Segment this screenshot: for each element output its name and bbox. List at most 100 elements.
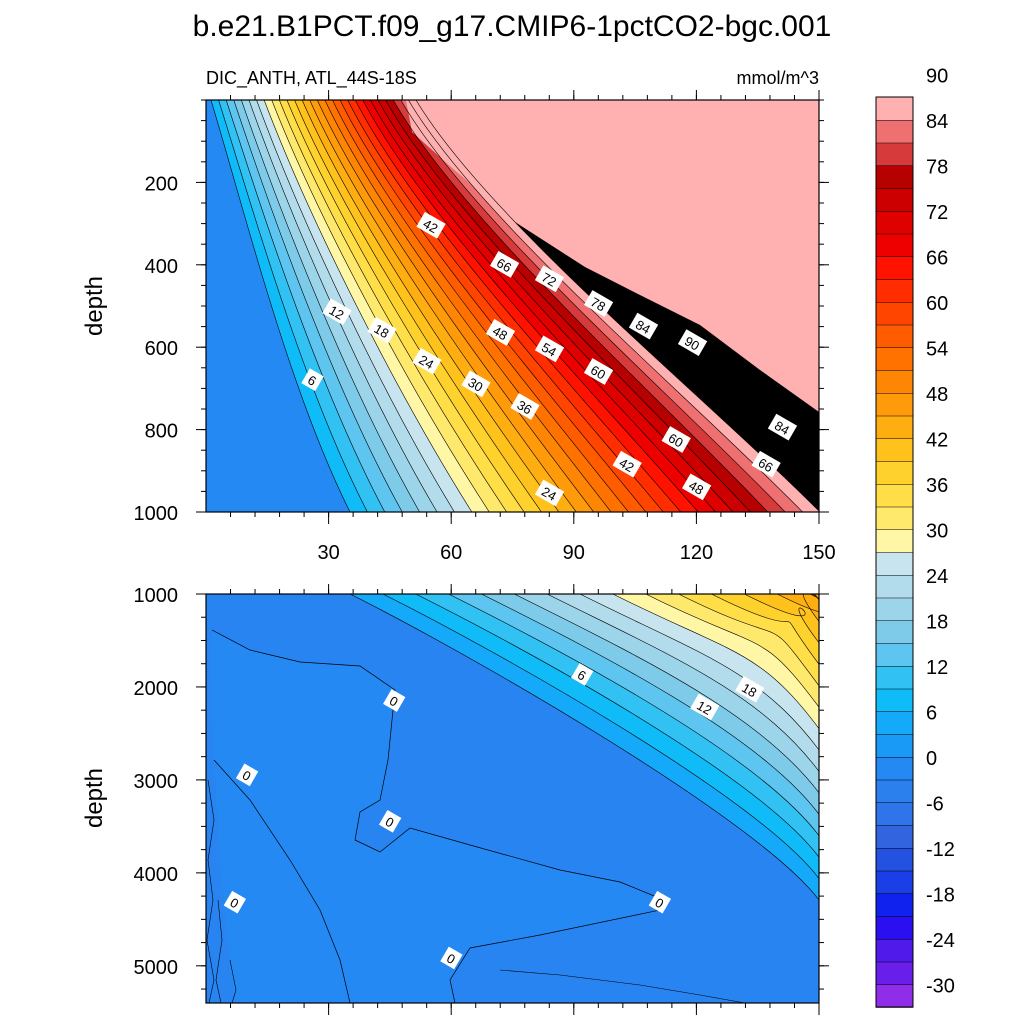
upper-contour-label-2: 18 bbox=[367, 316, 397, 344]
colorbar-swatch-18 bbox=[875, 574, 914, 599]
lower-contour-12 bbox=[448, 594, 819, 836]
lower-band-45 bbox=[810, 594, 819, 600]
colorbar-swatch-2 bbox=[875, 938, 914, 963]
lower-contour-label-8: 18 bbox=[735, 675, 765, 703]
colorbar-swatch-26 bbox=[875, 392, 914, 417]
upper-contour-label-19: 84 bbox=[767, 413, 798, 441]
colorbar-label-2: -18 bbox=[926, 884, 955, 906]
upper-contour-label-bg-0 bbox=[301, 368, 324, 392]
upper-contour-label-text-18: 66 bbox=[756, 455, 776, 475]
colorbar-swatch-35 bbox=[875, 187, 914, 212]
upper-contour-label-bg-20 bbox=[534, 479, 565, 507]
upper-contour-30 bbox=[271, 100, 490, 512]
lower-ytick-label-4: 5000 bbox=[134, 957, 179, 979]
lower-contour-label-text-8: 18 bbox=[739, 680, 759, 700]
colorbar-label-9: 24 bbox=[926, 566, 948, 588]
colorbar-swatch-39 bbox=[875, 96, 914, 121]
colorbar-label-20: 90 bbox=[926, 65, 948, 87]
lower-contour-24 bbox=[579, 594, 819, 751]
upper-contour-72 bbox=[377, 100, 734, 512]
upper-contour-label-text-4: 30 bbox=[465, 375, 485, 395]
lower-contour-label-3: 0 bbox=[223, 890, 247, 914]
upper-contour-39 bbox=[294, 100, 542, 512]
colorbar-label-6: 6 bbox=[926, 702, 937, 724]
upper-contour-label-bg-13 bbox=[628, 312, 659, 340]
upper-xtick-label-1: 60 bbox=[440, 542, 462, 564]
colorbar-swatch-32 bbox=[875, 256, 914, 280]
upper-contour-label-text-7: 48 bbox=[490, 323, 510, 343]
lower-contour-label-4: 0 bbox=[648, 890, 672, 914]
colorbar-swatch-5 bbox=[875, 870, 914, 894]
colorbar-swatch-15 bbox=[875, 642, 914, 667]
colorbar-label-12: 42 bbox=[926, 429, 948, 451]
lower-zero-contour bbox=[211, 629, 665, 1003]
lower-contour-label-bg-4 bbox=[648, 890, 672, 914]
colorbar-label-7: 12 bbox=[926, 657, 948, 679]
upper-contour-54 bbox=[332, 100, 629, 512]
upper-contour-label-3: 24 bbox=[412, 347, 442, 375]
upper-contour-label-bg-11 bbox=[534, 265, 565, 293]
upper-ytick-label-2: 600 bbox=[145, 338, 178, 360]
upper-contour-69 bbox=[370, 100, 716, 512]
upper-contour-label-text-20: 24 bbox=[539, 484, 559, 504]
lower-band-39 bbox=[744, 594, 819, 643]
colorbar-label-0: -30 bbox=[926, 975, 955, 997]
upper-contour-label-bg-15 bbox=[661, 426, 691, 453]
upper-contour-label-12: 78 bbox=[583, 290, 614, 317]
upper-contour-label-10: 66 bbox=[489, 251, 520, 278]
lower-ytick-label-2: 3000 bbox=[134, 771, 179, 793]
colorbar-swatch-22 bbox=[875, 483, 914, 508]
upper-contour-label-text-9: 60 bbox=[588, 362, 608, 382]
upper-contour-label-bg-14 bbox=[677, 329, 708, 357]
upper-contour-label-text-2: 18 bbox=[371, 321, 391, 341]
colorbar-label-16: 66 bbox=[926, 247, 948, 269]
upper-contour-78 bbox=[392, 100, 768, 512]
colorbar-swatch-14 bbox=[875, 665, 914, 690]
lower-contour-27 bbox=[612, 594, 819, 729]
upper-contour-label-bg-9 bbox=[583, 358, 614, 385]
colorbar-swatch-9 bbox=[875, 779, 914, 803]
colorbar-swatch-34 bbox=[875, 210, 914, 235]
upper-contour-label-bg-18 bbox=[751, 450, 781, 478]
upper-contour-9 bbox=[218, 100, 368, 512]
colorbar-swatch-11 bbox=[875, 733, 914, 758]
lower-contour-9 bbox=[415, 594, 819, 858]
upper-contour-label-1: 12 bbox=[322, 298, 352, 326]
upper-contour-42 bbox=[301, 100, 560, 512]
lower-contour-6 bbox=[382, 594, 819, 879]
colorbar-swatch-21 bbox=[875, 506, 914, 530]
lower-contour-label-text-7: 12 bbox=[694, 698, 714, 718]
upper-contour-label-4: 30 bbox=[461, 370, 491, 398]
upper-ytick-label-1: 400 bbox=[145, 256, 178, 278]
upper-contour-label-5: 36 bbox=[510, 393, 540, 420]
colorbar-swatch-8 bbox=[875, 802, 914, 826]
upper-contour-24 bbox=[256, 100, 455, 512]
upper-xtick-label-4: 150 bbox=[802, 542, 835, 564]
upper-contour-label-bg-2 bbox=[367, 316, 397, 344]
upper-xtick-label-0: 30 bbox=[317, 542, 339, 564]
upper-contour-label-8: 54 bbox=[534, 335, 565, 363]
upper-contour-label-bg-12 bbox=[583, 290, 614, 317]
upper-contour-labels: 6 12 18 24 30 36 42 48 54 60 66 72 78 84 90 60 42 48 66 84 2… bbox=[301, 211, 798, 507]
upper-contour-36 bbox=[286, 100, 525, 512]
upper-panel-field bbox=[206, 100, 819, 512]
colorbar-label-8: 18 bbox=[926, 611, 948, 633]
lower-contour-39 bbox=[744, 594, 819, 644]
colorbar-swatch-0 bbox=[875, 984, 914, 1008]
lower-band-42 bbox=[777, 594, 819, 622]
colorbar: -30 -24 -18 -12 -6 0 6 12 18 24 30 36 42 48 54 60 66 72 78… bbox=[875, 65, 955, 1008]
upper-contour-label-bg-5 bbox=[510, 393, 540, 420]
upper-contour-6 bbox=[210, 100, 351, 512]
upper-contour-label-text-17: 48 bbox=[686, 478, 706, 498]
upper-contour-48 bbox=[317, 100, 594, 512]
colorbar-swatch-13 bbox=[875, 688, 914, 712]
colorbar-swatch-4 bbox=[875, 893, 914, 917]
lower-contour-33 bbox=[678, 594, 819, 686]
lower-contour-labels: 0 0 0 0 0 0 6 12 18 bbox=[223, 663, 765, 970]
lower-ytick-label-3: 4000 bbox=[134, 864, 179, 886]
colorbar-swatch-3 bbox=[875, 915, 914, 940]
upper-contour-51 bbox=[324, 100, 612, 512]
lower-contour-15 bbox=[481, 594, 819, 815]
colorbar-label-17: 72 bbox=[926, 202, 948, 224]
upper-contour-label-18: 66 bbox=[751, 450, 781, 478]
